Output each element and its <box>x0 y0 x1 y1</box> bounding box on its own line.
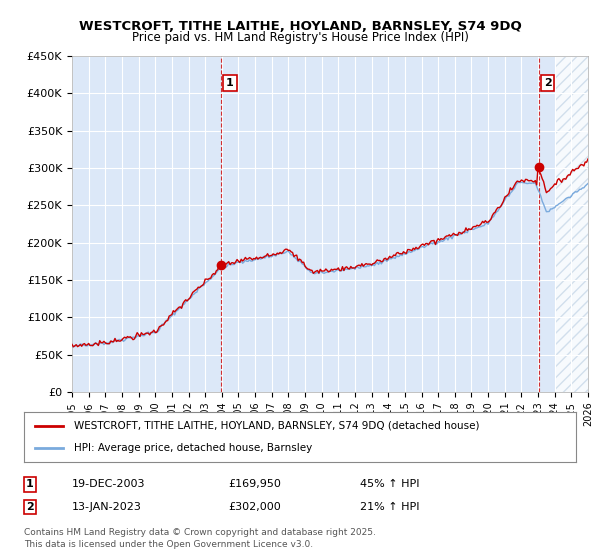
Text: 1: 1 <box>226 78 234 88</box>
Text: WESTCROFT, TITHE LAITHE, HOYLAND, BARNSLEY, S74 9DQ: WESTCROFT, TITHE LAITHE, HOYLAND, BARNSL… <box>79 20 521 32</box>
Text: 45% ↑ HPI: 45% ↑ HPI <box>360 479 419 489</box>
Text: Price paid vs. HM Land Registry's House Price Index (HPI): Price paid vs. HM Land Registry's House … <box>131 31 469 44</box>
Text: 19-DEC-2003: 19-DEC-2003 <box>72 479 146 489</box>
Text: HPI: Average price, detached house, Barnsley: HPI: Average price, detached house, Barn… <box>74 443 312 453</box>
Text: 2: 2 <box>544 78 551 88</box>
Text: 1: 1 <box>26 479 34 489</box>
Text: 13-JAN-2023: 13-JAN-2023 <box>72 502 142 512</box>
Text: £169,950: £169,950 <box>228 479 281 489</box>
Text: WESTCROFT, TITHE LAITHE, HOYLAND, BARNSLEY, S74 9DQ (detached house): WESTCROFT, TITHE LAITHE, HOYLAND, BARNSL… <box>74 421 479 431</box>
Text: 2: 2 <box>26 502 34 512</box>
Text: 21% ↑ HPI: 21% ↑ HPI <box>360 502 419 512</box>
Text: £302,000: £302,000 <box>228 502 281 512</box>
Text: Contains HM Land Registry data © Crown copyright and database right 2025.
This d: Contains HM Land Registry data © Crown c… <box>24 528 376 549</box>
